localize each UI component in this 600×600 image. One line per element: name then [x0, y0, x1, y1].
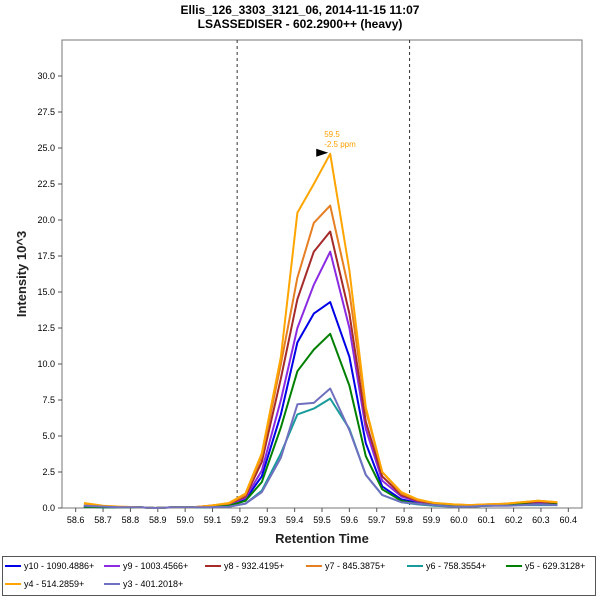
x-tick-label-15: 60.1: [477, 515, 495, 525]
x-tick-label-18: 60.4: [560, 515, 578, 525]
legend-swatch: [104, 565, 120, 567]
y-tick-label-9: 22.5: [37, 179, 55, 189]
legend-swatch: [5, 583, 21, 585]
x-tick-label-13: 59.9: [423, 515, 441, 525]
x-tick-label-6: 59.2: [231, 515, 249, 525]
y-tick-label-10: 25.0: [37, 143, 55, 153]
legend-label: y10 - 1090.4886+: [24, 561, 95, 571]
chart-title: Ellis_126_3303_3121_06, 2014-11-15 11:07: [180, 3, 420, 17]
x-tick-label-16: 60.2: [505, 515, 523, 525]
x-tick-label-3: 58.9: [149, 515, 167, 525]
legend-label: y7 - 845.3875+: [325, 561, 386, 571]
legend-item: y5 - 629.3128+: [506, 561, 585, 571]
legend-swatch: [306, 565, 322, 567]
legend-label: y9 - 1003.4566+: [123, 561, 189, 571]
x-tick-label-10: 59.6: [341, 515, 359, 525]
y-tick-label-5: 12.5: [37, 323, 55, 333]
x-tick-label-8: 59.4: [286, 515, 304, 525]
peak-ppm-label: -2.5 ppm: [324, 140, 356, 149]
legend-item: y4 - 514.2859+: [5, 579, 84, 589]
plot-area: [61, 39, 583, 509]
series-line-7: [83, 387, 558, 509]
chromatogram-chart: 0.0 2.5 5.0 7.5 10.0 12.5 15.0 17.5 20.0 22.5 25.0…: [14, 39, 583, 546]
y-tick-label-1: 2.5: [42, 467, 55, 477]
legend-label: y5 - 629.3128+: [525, 561, 586, 571]
y-tick-label-7: 17.5: [37, 251, 55, 261]
legend-item: y7 - 845.3875+: [306, 561, 385, 571]
x-tick-label-9: 59.5: [313, 515, 331, 525]
legend-item: y3 - 401.2018+: [104, 579, 183, 589]
x-tick-label-11: 59.7: [368, 515, 386, 525]
y-tick-label-6: 15.0: [37, 287, 55, 297]
legend-label: y3 - 401.2018+: [123, 579, 184, 589]
legend-swatch: [205, 565, 221, 567]
x-tick-label-1: 58.7: [94, 515, 112, 525]
x-tick-label-0: 58.6: [67, 515, 85, 525]
peak-marker: [316, 148, 329, 157]
x-tick-label-7: 59.3: [258, 515, 276, 525]
x-tick-label-12: 59.8: [395, 515, 413, 525]
y-tick-label-8: 20.0: [37, 215, 55, 225]
x-tick-label-4: 59.0: [176, 515, 194, 525]
legend: y10 - 1090.4886+ y9 - 1003.4566+ y8 - 932.…: [2, 556, 596, 596]
peak-rt-label: 59.5: [324, 130, 340, 139]
legend-item: y10 - 1090.4886+: [5, 561, 94, 571]
legend-item: y9 - 1003.4566+: [104, 561, 188, 571]
legend-swatch: [104, 583, 120, 585]
legend-label: y4 - 514.2859+: [24, 579, 85, 589]
x-axis-title: Retention Time: [275, 531, 369, 546]
legend-label: y8 - 932.4195+: [224, 561, 285, 571]
y-tick-label-3: 7.5: [42, 395, 55, 405]
y-tick-label-12: 30.0: [37, 71, 55, 81]
legend-swatch: [407, 565, 423, 567]
y-tick-label-2: 5.0: [42, 431, 55, 441]
legend-item: y6 - 758.3554+: [407, 561, 486, 571]
y-tick-label-11: 27.5: [37, 107, 55, 117]
legend-label: y6 - 758.3554+: [426, 561, 487, 571]
legend-swatch: [5, 565, 21, 567]
chart-subtitle: LSASSEDISER - 602.2900++ (heavy): [197, 17, 403, 31]
legend-swatch: [506, 565, 522, 567]
y-tick-label-0: 0.0: [42, 503, 55, 513]
y-axis-title: Intensity 10^3: [14, 231, 29, 317]
y-tick-label-4: 10.0: [37, 359, 55, 369]
x-tick-label-5: 59.1: [204, 515, 222, 525]
x-tick-label-17: 60.3: [532, 515, 550, 525]
x-tick-label-2: 58.8: [122, 515, 140, 525]
legend-item: y8 - 932.4195+: [205, 561, 284, 571]
x-tick-label-14: 60.0: [450, 515, 468, 525]
